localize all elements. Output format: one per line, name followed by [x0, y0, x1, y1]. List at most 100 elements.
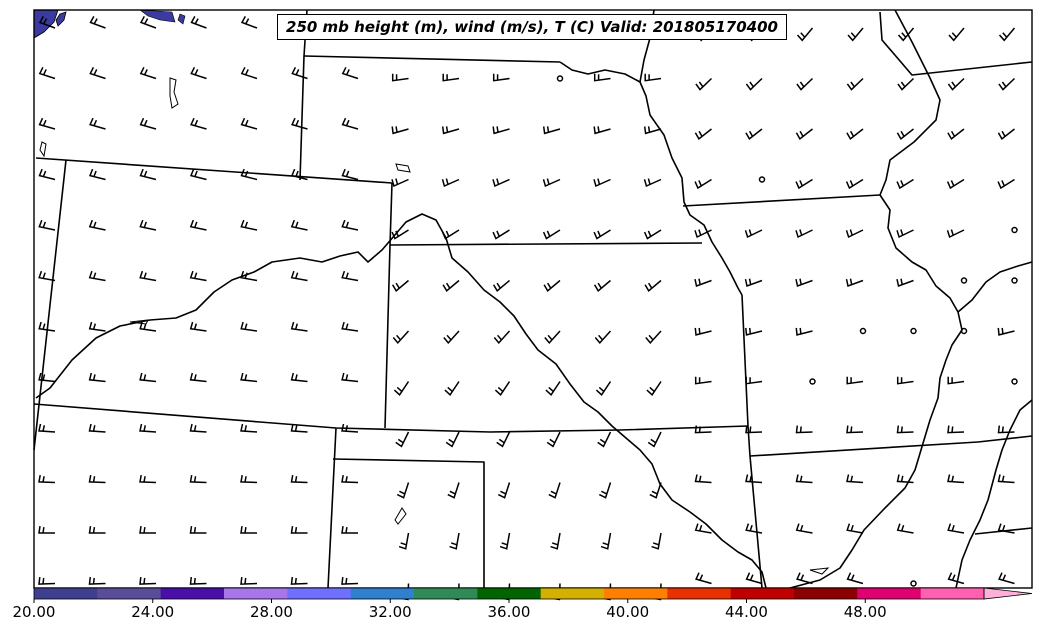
- wind-barb: [947, 376, 965, 385]
- wind-barb: [745, 128, 763, 141]
- colorbar-segment: [794, 588, 858, 599]
- wind-barb: [240, 321, 258, 332]
- wind-barb: [240, 219, 258, 231]
- colorbar-tick-label: 36.00: [487, 603, 531, 621]
- wind-barb: [997, 128, 1015, 141]
- wind-barb: [542, 126, 561, 135]
- wind-barb: [38, 372, 56, 383]
- wind-barb: [997, 425, 1015, 434]
- wind-barb: [492, 279, 510, 292]
- wind-barb: [290, 168, 308, 181]
- wind-barb: [645, 330, 662, 345]
- colorbar-segment: [920, 588, 985, 599]
- wind-barb: [441, 178, 460, 188]
- map-area: [33, 9, 1033, 601]
- wind-barb: [189, 372, 207, 383]
- wind-barb: [290, 372, 308, 383]
- colorbar-tick-label: 40.00: [606, 603, 650, 621]
- wind-barb: [550, 532, 561, 550]
- wind-barb: [745, 474, 763, 484]
- wind-barb: [947, 128, 965, 141]
- wind-barb: [499, 532, 511, 550]
- calm-wind-marker: [809, 378, 816, 385]
- calm-wind-marker: [960, 327, 968, 335]
- wind-barb: [341, 577, 359, 585]
- wind-barb: [896, 278, 914, 288]
- calm-wind-marker: [960, 277, 968, 284]
- wind-barb: [38, 219, 56, 231]
- wind-barb: [946, 229, 965, 239]
- wind-barb: [88, 525, 106, 534]
- colorbar-segment: [857, 588, 922, 599]
- wind-barb: [38, 423, 56, 433]
- wind-barb: [694, 278, 712, 288]
- wind-barb: [744, 229, 763, 239]
- wind-barb: [593, 73, 611, 82]
- wind-barb: [946, 178, 965, 190]
- wind-barb: [998, 572, 1015, 585]
- colorbar-segment: [477, 588, 542, 599]
- wind-barb: [395, 431, 410, 448]
- wind-barb: [449, 532, 460, 550]
- lake-shape: [55, 11, 67, 27]
- wind-barb: [997, 178, 1015, 190]
- wind-barb: [948, 27, 965, 42]
- colorbar-tick-label: 24.00: [131, 603, 175, 621]
- wind-barb: [795, 178, 813, 190]
- wind-barb: [88, 270, 106, 282]
- wind-barb: [189, 474, 207, 484]
- colorbar-tick-label: 28.00: [250, 603, 293, 621]
- wind-barb: [38, 577, 56, 585]
- wind-barb: [595, 381, 612, 396]
- wind-barb: [341, 474, 359, 484]
- wind-barb: [896, 229, 914, 239]
- wind-barb: [341, 168, 359, 181]
- wind-barb: [139, 117, 157, 130]
- wind-barb: [694, 425, 712, 434]
- wind-barb: [896, 178, 914, 190]
- wind-barb: [846, 474, 864, 484]
- wind-barb: [544, 330, 561, 345]
- wind-barb: [998, 77, 1016, 91]
- wind-barb: [651, 532, 662, 550]
- colorbar-tick-label: 32.00: [368, 603, 412, 621]
- wind-barb: [38, 16, 56, 29]
- wind-barb: [897, 27, 915, 42]
- wind-barb: [845, 278, 864, 288]
- wind-barb: [545, 381, 561, 396]
- wind-barb: [846, 425, 864, 434]
- wind-barb: [745, 77, 763, 91]
- wind-barb: [139, 474, 157, 484]
- calm-wind-marker: [1011, 378, 1018, 385]
- wind-barb: [290, 423, 308, 433]
- small-lakes: [39, 77, 830, 575]
- wind-barb: [447, 482, 460, 499]
- wind-barb: [896, 474, 914, 484]
- wind-barb: [846, 523, 864, 534]
- wind-barb: [543, 279, 561, 292]
- wind-barb: [694, 178, 712, 190]
- wind-barb: [341, 423, 359, 433]
- wind-barb: [88, 372, 106, 383]
- wind-barb: [391, 126, 409, 135]
- wind-barb: [695, 77, 713, 91]
- wind-barb: [240, 423, 258, 433]
- wind-barb: [694, 327, 712, 336]
- wind-barb: [493, 330, 511, 345]
- wind-barb: [341, 66, 359, 80]
- wind-barb: [998, 27, 1016, 42]
- wind-barb: [548, 482, 561, 499]
- map-title: 250 mb height (m), wind (m/s), T (C) Val…: [277, 14, 787, 40]
- wind-barb: [496, 431, 511, 448]
- colorbar: [33, 587, 1033, 603]
- wind-barb: [795, 128, 813, 141]
- wind-barb: [88, 168, 106, 181]
- wind-barb: [391, 73, 409, 82]
- wind-barb: [492, 73, 510, 82]
- wind-barb: [846, 77, 864, 91]
- colorbar-segment: [34, 588, 98, 599]
- wind-barb: [947, 77, 965, 91]
- wind-barb: [442, 73, 460, 82]
- wind-barb: [897, 77, 915, 91]
- state-boundaries: [33, 9, 1033, 589]
